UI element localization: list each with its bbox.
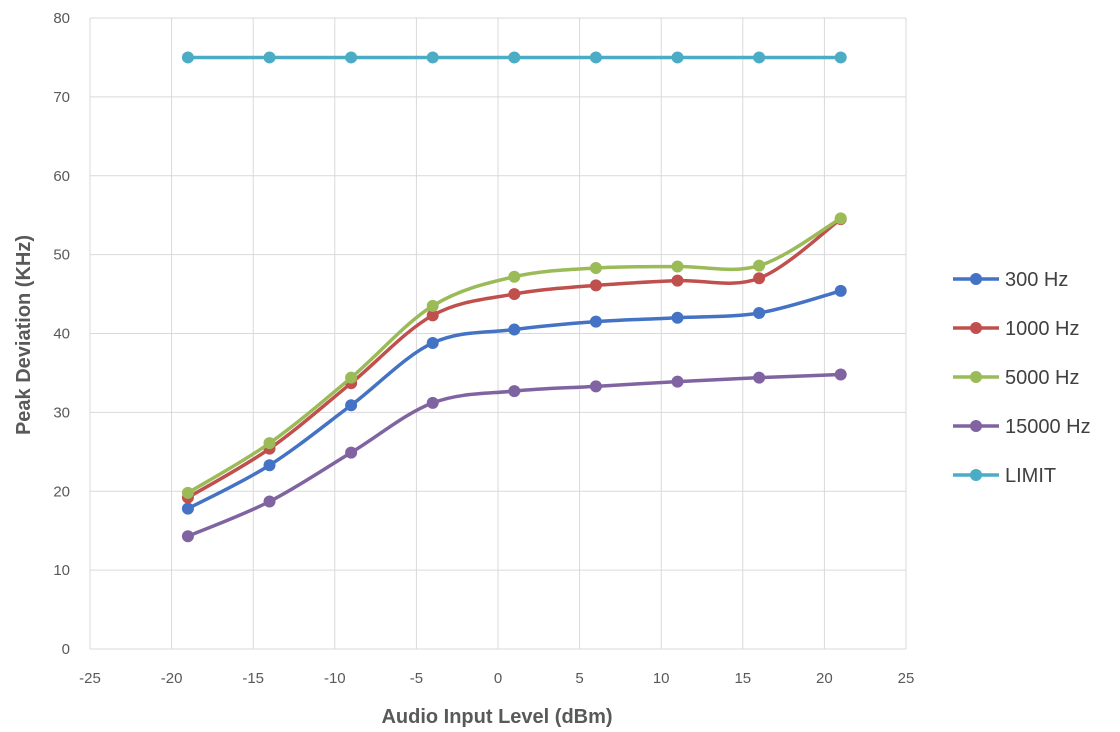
data-point-5000-hz [345, 371, 358, 384]
data-point-limit [671, 51, 684, 64]
data-point-1000-hz [426, 309, 439, 322]
legend-label: LIMIT [1005, 465, 1056, 487]
data-point-1000-hz [671, 274, 684, 287]
legend-item-5000-hz: 5000 Hz [953, 367, 1080, 389]
data-point-1000-hz [753, 272, 766, 285]
data-point-15000-hz [263, 495, 276, 508]
legend-marker [970, 420, 982, 432]
y-tick-label: 50 [53, 247, 70, 264]
data-point-5000-hz [181, 486, 194, 499]
data-point-limit [345, 51, 358, 64]
legend-label: 1000 Hz [1005, 318, 1080, 340]
x-tick-label: 5 [575, 670, 583, 687]
series-limit [181, 51, 847, 64]
series-5000-hz [181, 212, 847, 499]
legend-marker [970, 322, 982, 334]
x-tick-label: 15 [734, 670, 751, 687]
series-300-hz [181, 284, 847, 515]
series-15000-hz [181, 368, 847, 543]
data-point-5000-hz [426, 299, 439, 312]
data-point-limit [181, 51, 194, 64]
data-point-300-hz [753, 306, 766, 319]
x-tick-label: 20 [816, 670, 833, 687]
y-tick-label: 30 [53, 404, 70, 421]
data-point-5000-hz [263, 437, 276, 450]
data-point-15000-hz [181, 530, 194, 543]
data-point-limit [263, 51, 276, 64]
x-tick-label: -20 [161, 670, 183, 687]
y-tick-label: 80 [53, 10, 70, 27]
legend: 300 Hz 1000 Hz 5000 Hz 15000 Hz LIMIT [953, 269, 1091, 487]
y-axis-title: Peak Deviation (KHz) [13, 235, 35, 435]
data-point-300-hz [345, 399, 358, 412]
data-point-1000-hz [508, 288, 521, 301]
data-point-15000-hz [834, 368, 847, 381]
data-point-5000-hz [834, 212, 847, 225]
data-point-limit [508, 51, 521, 64]
x-tick-label: -15 [242, 670, 264, 687]
data-point-15000-hz [508, 385, 521, 398]
data-point-300-hz [671, 311, 684, 324]
data-point-limit [753, 51, 766, 64]
series-1000-hz [181, 213, 847, 504]
data-point-300-hz [181, 502, 194, 515]
x-tick-label: -5 [410, 670, 423, 687]
x-tick-label: 10 [653, 670, 670, 687]
data-point-limit [589, 51, 602, 64]
gridlines [89, 17, 907, 650]
x-tick-label: -25 [79, 670, 101, 687]
data-point-limit [834, 51, 847, 64]
y-tick-label: 70 [53, 89, 70, 106]
legend-label: 300 Hz [1005, 269, 1068, 291]
x-tick-label: 0 [494, 670, 502, 687]
y-tick-label: 10 [53, 562, 70, 579]
plot-series [181, 51, 847, 543]
data-point-15000-hz [671, 375, 684, 388]
legend-label: 15000 Hz [1005, 416, 1091, 438]
data-point-15000-hz [753, 371, 766, 384]
data-point-5000-hz [589, 262, 602, 275]
data-point-15000-hz [345, 446, 358, 459]
legend-marker [970, 371, 982, 383]
legend-label: 5000 Hz [1005, 367, 1080, 389]
legend-marker [970, 273, 982, 285]
legend-item-1000-hz: 1000 Hz [953, 318, 1080, 340]
data-point-300-hz [426, 336, 439, 349]
y-tick-label: 20 [53, 483, 70, 500]
data-point-5000-hz [671, 260, 684, 273]
data-point-5000-hz [508, 270, 521, 283]
y-tick-label: 40 [53, 326, 70, 343]
data-point-15000-hz [589, 380, 602, 393]
data-point-5000-hz [753, 259, 766, 272]
y-tick-label: 60 [53, 168, 70, 185]
legend-marker [970, 469, 982, 481]
data-point-limit [426, 51, 439, 64]
x-tick-label: 25 [898, 670, 915, 687]
data-point-300-hz [508, 323, 521, 336]
data-point-300-hz [834, 284, 847, 297]
x-axis-title: Audio Input Level (dBm) [381, 706, 612, 728]
legend-item-limit: LIMIT [953, 465, 1056, 487]
data-point-15000-hz [426, 396, 439, 409]
legend-item-15000-hz: 15000 Hz [953, 416, 1091, 438]
axes: 0 10 20 30 40 50 60 70 80 -25 -20 -15 -10 -5 0 5 10 15 20 2… [53, 10, 914, 687]
x-tick-label: -10 [324, 670, 346, 687]
legend-item-300-hz: 300 Hz [953, 269, 1068, 291]
data-point-300-hz [263, 459, 276, 472]
data-point-1000-hz [589, 279, 602, 292]
data-point-300-hz [589, 315, 602, 328]
y-tick-label: 0 [62, 641, 70, 658]
